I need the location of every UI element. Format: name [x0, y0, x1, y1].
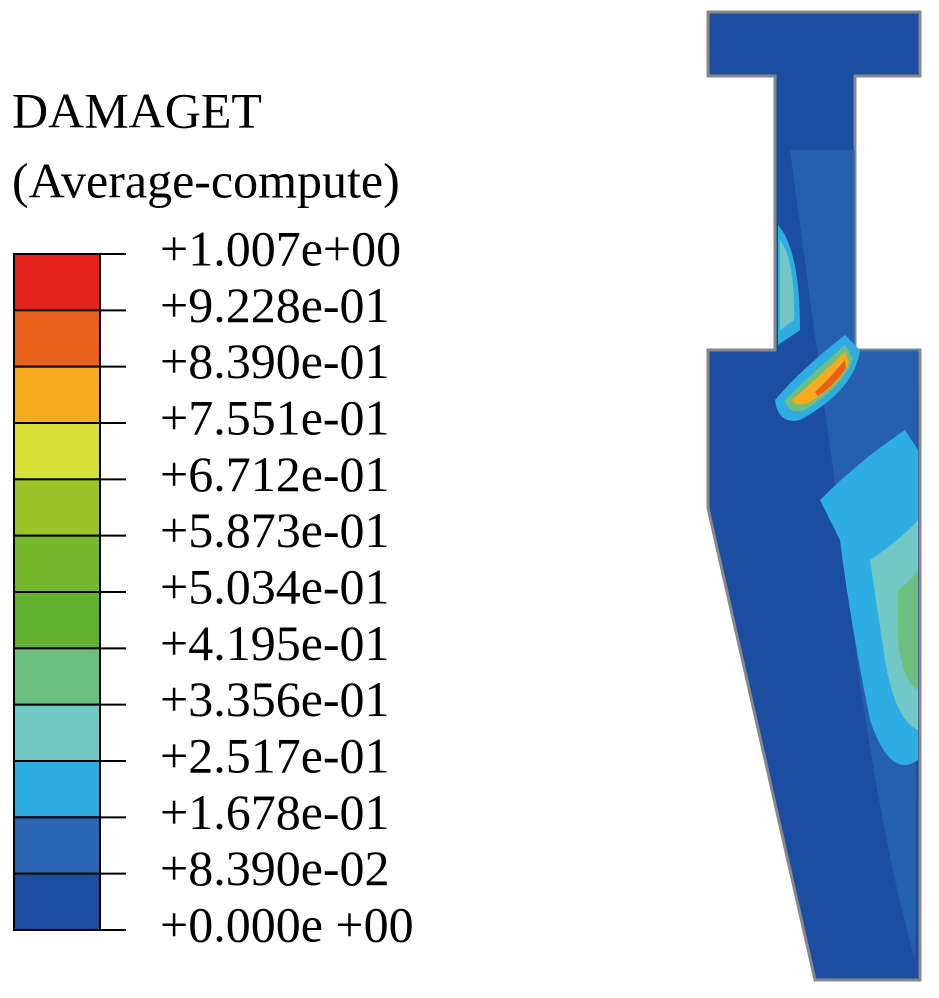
legend-band [13, 478, 101, 537]
legend-band [13, 760, 101, 819]
legend-band [13, 534, 101, 594]
legend-band [13, 872, 101, 932]
legend-label: +5.034e-01 [160, 558, 390, 614]
contour-region [780, 240, 795, 330]
legend-band [13, 816, 101, 875]
legend-label: +8.390e-02 [160, 840, 390, 896]
model [706, 10, 922, 982]
legend-label: +7.551e-01 [160, 389, 390, 445]
legend-label: +3.356e-01 [160, 671, 390, 727]
legend-label: +4.195e-01 [160, 615, 390, 671]
legend-label: +5.873e-01 [160, 502, 390, 558]
legend-label: +6.712e-01 [160, 446, 390, 502]
legend: +1.007e+00+9.228e-01+8.390e-01+7.551e-01… [13, 220, 414, 952]
legend-label: +8.390e-01 [160, 333, 390, 389]
legend-band [13, 365, 101, 424]
contour-region [898, 570, 918, 690]
contour-region [815, 360, 846, 396]
part-outline [706, 10, 922, 982]
legend-label: +1.678e-01 [160, 784, 390, 840]
legend-band [13, 591, 101, 650]
legend-label: +1.007e+00 [160, 220, 401, 276]
legend-label: +2.517e-01 [160, 727, 390, 783]
legend-band [13, 309, 101, 368]
legend-band [13, 647, 101, 706]
legend-label: +9.228e-01 [160, 277, 390, 333]
legend-band [13, 253, 101, 312]
legend-subtitle: (Average-compute) [12, 152, 400, 208]
legend-band [13, 703, 101, 763]
contour-region [870, 520, 918, 730]
legend-label: +0.000e +00 [160, 896, 414, 952]
contour-region [792, 352, 849, 405]
legend-title: DAMAGET [12, 82, 262, 138]
legend-band [13, 422, 101, 481]
